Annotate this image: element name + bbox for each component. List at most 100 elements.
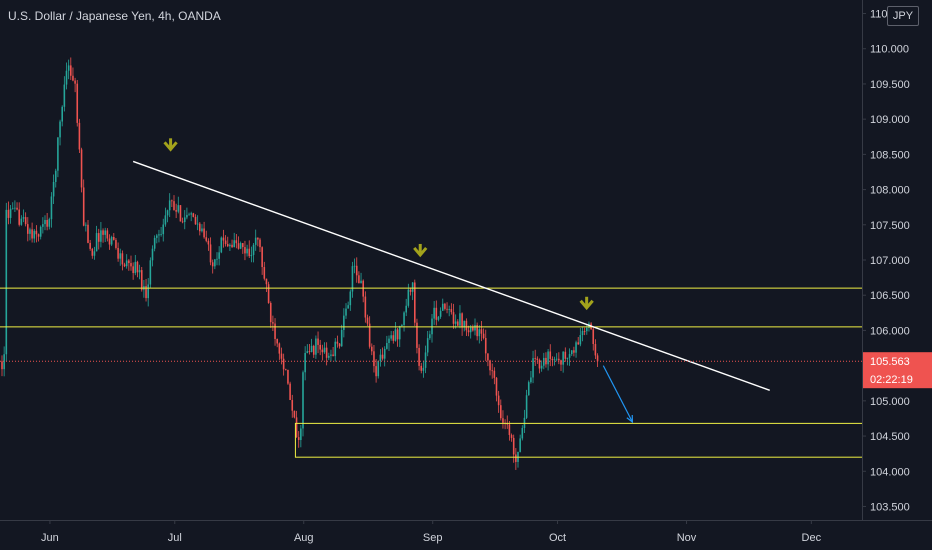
candle-body xyxy=(371,347,373,352)
candle-body xyxy=(203,228,205,237)
candle-body xyxy=(528,382,530,395)
candle-body xyxy=(515,454,517,461)
candle-body xyxy=(132,266,134,273)
candle-body xyxy=(1,361,3,369)
candle-body xyxy=(285,369,287,370)
candle-body xyxy=(522,428,524,438)
y-tick-label: 109.000 xyxy=(870,114,910,126)
candle-body xyxy=(12,208,14,209)
candle-body xyxy=(375,366,377,376)
candle-body xyxy=(197,224,199,225)
candle-body xyxy=(36,231,38,234)
candle-body xyxy=(195,217,197,224)
x-tick-label: Nov xyxy=(677,532,697,544)
candle-body xyxy=(377,361,379,376)
candle-body xyxy=(403,312,405,324)
candle-body xyxy=(444,304,446,309)
candle-body xyxy=(324,348,326,353)
candle-body xyxy=(139,270,141,272)
candle-body xyxy=(569,354,571,358)
candle-body xyxy=(537,359,539,360)
candle-body xyxy=(83,187,85,225)
candle-body xyxy=(268,284,270,303)
candle-body xyxy=(225,241,227,244)
candle-body xyxy=(42,224,44,227)
candle-body xyxy=(384,349,386,359)
candle-body xyxy=(119,253,121,258)
candle-body xyxy=(122,253,124,264)
candle-body xyxy=(358,275,360,283)
x-tick-label: Jul xyxy=(168,532,182,544)
candle-body xyxy=(541,366,543,369)
candle-body xyxy=(487,353,489,360)
y-tick-label: 107.500 xyxy=(870,220,910,232)
candle-body xyxy=(446,309,448,310)
candle-body xyxy=(575,342,577,352)
candle-body xyxy=(212,262,214,266)
candle-body xyxy=(246,249,248,254)
candle-body xyxy=(498,396,500,406)
candle-body xyxy=(85,225,87,226)
candle-body xyxy=(491,370,493,371)
candle-body xyxy=(279,343,281,353)
candle-body xyxy=(70,65,72,75)
candle-body xyxy=(74,81,76,84)
candle-body xyxy=(171,200,173,201)
candle-body xyxy=(509,424,511,435)
candle-body xyxy=(137,262,139,272)
x-tick-label: Dec xyxy=(802,532,822,544)
candle-body xyxy=(210,244,212,262)
candle-body xyxy=(205,237,207,241)
candle-body xyxy=(208,241,210,245)
candle-body xyxy=(365,297,367,318)
candle-body xyxy=(436,308,438,320)
candle-body xyxy=(81,149,83,187)
currency-badge[interactable]: JPY xyxy=(887,6,919,26)
candle-body xyxy=(401,325,403,326)
candle-body xyxy=(257,238,259,240)
y-tick-label: 107.000 xyxy=(870,255,910,267)
candle-body xyxy=(451,309,453,312)
candle-body xyxy=(248,249,250,256)
candle-body xyxy=(496,378,498,396)
candle-body xyxy=(64,85,66,107)
candle-body xyxy=(193,213,195,217)
candle-body xyxy=(309,351,311,352)
candle-body xyxy=(276,339,278,343)
candle-body xyxy=(442,304,444,311)
candle-body xyxy=(214,259,216,266)
candle-body xyxy=(147,284,149,298)
y-tick-label: 109.500 xyxy=(870,79,910,91)
candle-body xyxy=(223,238,225,241)
candle-body xyxy=(218,252,220,258)
candle-body xyxy=(455,321,457,323)
candle-body xyxy=(274,324,276,339)
candle-body xyxy=(459,313,461,325)
candle-body xyxy=(259,240,261,248)
candle-body xyxy=(3,354,5,369)
candle-body xyxy=(350,292,352,306)
candle-body xyxy=(87,225,89,243)
candle-body xyxy=(156,235,158,237)
candle-body xyxy=(438,317,440,320)
candle-body xyxy=(388,339,390,343)
candle-body xyxy=(98,233,100,242)
candle-body xyxy=(494,371,496,378)
candle-body xyxy=(169,200,171,210)
y-tick-label: 106.500 xyxy=(870,290,910,302)
candle-body xyxy=(395,329,397,340)
candle-body xyxy=(592,329,594,344)
candle-body xyxy=(14,208,16,209)
candle-body xyxy=(109,238,111,244)
candle-body xyxy=(281,354,283,359)
candle-body xyxy=(72,76,74,81)
candle-body xyxy=(334,342,336,356)
candle-body xyxy=(296,417,298,437)
candle-body xyxy=(55,171,57,182)
candle-body xyxy=(152,249,154,261)
candle-body xyxy=(511,435,513,438)
candle-body xyxy=(423,368,425,371)
candle-body xyxy=(104,230,106,234)
candle-body xyxy=(571,350,573,354)
